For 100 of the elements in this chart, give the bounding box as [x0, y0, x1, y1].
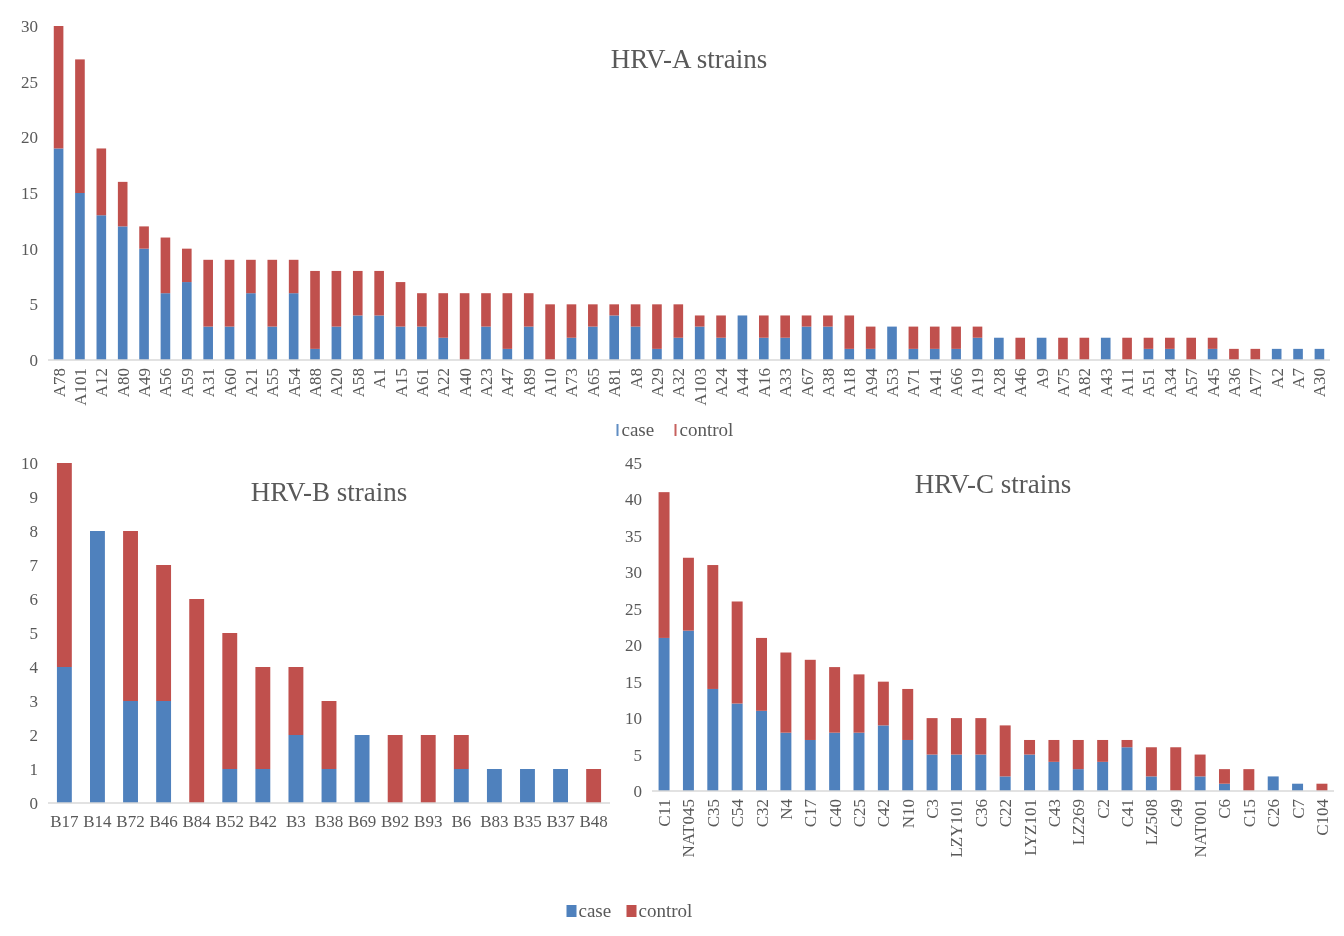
bar [395, 326, 406, 360]
bar [203, 326, 213, 360]
bar [267, 259, 278, 327]
x-tick-label: C17 [801, 798, 821, 828]
bar [481, 326, 491, 360]
bar [246, 259, 256, 294]
bar [758, 337, 769, 360]
bar [1293, 348, 1303, 360]
bar [1165, 348, 1175, 360]
x-tick-label: NAT045 [679, 799, 699, 858]
x-tick-label: A34 [1160, 367, 1180, 398]
legend-label: control [679, 419, 734, 440]
bar [310, 348, 320, 360]
bar [975, 718, 987, 755]
x-tick-label: A20 [327, 368, 347, 398]
x-tick-label: B48 [579, 812, 608, 831]
legend-label: control [638, 900, 693, 921]
x-tick-label: C43 [1044, 799, 1064, 828]
bar [652, 304, 662, 349]
bar [694, 315, 705, 327]
x-tick-label: A23 [476, 368, 496, 398]
bar [926, 718, 938, 755]
x-tick-label: C7 [1288, 798, 1308, 819]
bar [56, 463, 72, 667]
bar [331, 270, 342, 327]
y-tick-label: 15 [21, 183, 38, 203]
bar [999, 725, 1011, 777]
x-tick-label: B35 [513, 812, 542, 831]
bar [756, 637, 768, 711]
x-tick-label: A57 [1182, 367, 1202, 398]
bar [630, 304, 641, 327]
bar [694, 326, 705, 360]
bar [417, 293, 427, 327]
x-tick-label: A56 [156, 368, 176, 398]
bar [438, 337, 449, 360]
bar [804, 659, 816, 740]
y-tick-label: 35 [625, 526, 642, 546]
bar [123, 531, 138, 701]
x-tick-label: B3 [286, 812, 306, 831]
chart-title: HRV-C strains [914, 469, 1072, 499]
x-tick-label: C2 [1093, 799, 1113, 819]
bar [902, 739, 914, 791]
bar [1100, 337, 1111, 360]
x-tick-label: A30 [1310, 368, 1330, 398]
bar [417, 326, 427, 360]
x-tick-label: A15 [391, 368, 411, 398]
y-tick-label: 2 [29, 725, 38, 745]
bar [90, 531, 105, 803]
bar [1121, 747, 1133, 791]
x-tick-label: A21 [241, 368, 261, 398]
x-tick-label: A7 [1289, 367, 1309, 389]
bar [658, 637, 670, 791]
bar [716, 337, 726, 360]
x-tick-label: A24 [712, 367, 732, 398]
x-tick-label: B46 [149, 812, 178, 831]
text: HRV-B strains [250, 477, 408, 507]
bar [756, 710, 768, 791]
x-tick-label: B84 [182, 812, 212, 831]
x-tick-label: NAT001 [1191, 799, 1211, 858]
x-tick-label: A59 [177, 368, 197, 398]
bar [520, 769, 535, 803]
x-tick-label: A36 [1224, 368, 1244, 398]
x-tick-label: A61 [412, 368, 432, 398]
bar [420, 735, 436, 803]
y-tick-label: 8 [29, 521, 38, 541]
bar [658, 492, 670, 638]
x-tick-label: A103 [690, 368, 710, 406]
text: HRV-A strains [610, 44, 768, 74]
bar [255, 769, 271, 803]
x-tick-label: A81 [605, 368, 625, 398]
x-tick-label: C3 [923, 799, 943, 819]
bar [780, 337, 790, 360]
y-tick-label: 1 [29, 759, 38, 779]
bar [288, 667, 304, 735]
x-tick-label: A55 [263, 368, 283, 398]
x-tick-label: A9 [1032, 368, 1052, 389]
x-tick-label: N4 [776, 798, 796, 820]
x-tick-label: N10 [898, 799, 918, 829]
bar [438, 293, 449, 338]
y-tick-label: 10 [21, 239, 38, 259]
bar [902, 688, 914, 740]
x-tick-label: A47 [498, 367, 518, 398]
bar [1165, 337, 1175, 349]
x-tick-label: A53 [883, 368, 903, 398]
x-tick-label: A75 [1053, 368, 1073, 398]
bar [53, 26, 64, 149]
x-tick-label: A49 [135, 368, 155, 398]
bar [780, 652, 792, 733]
x-tick-label: A18 [840, 368, 860, 398]
bar [1048, 739, 1060, 762]
legend-label: case [621, 419, 655, 440]
bar [829, 732, 841, 791]
y-tick-label: 9 [29, 487, 38, 507]
x-tick-label: A12 [92, 368, 112, 398]
x-tick-label: A80 [113, 368, 133, 398]
bar [160, 237, 171, 294]
bar [56, 667, 72, 803]
x-tick-label: A51 [1139, 368, 1159, 398]
bar [1058, 337, 1068, 360]
x-tick-label: C32 [752, 799, 772, 828]
